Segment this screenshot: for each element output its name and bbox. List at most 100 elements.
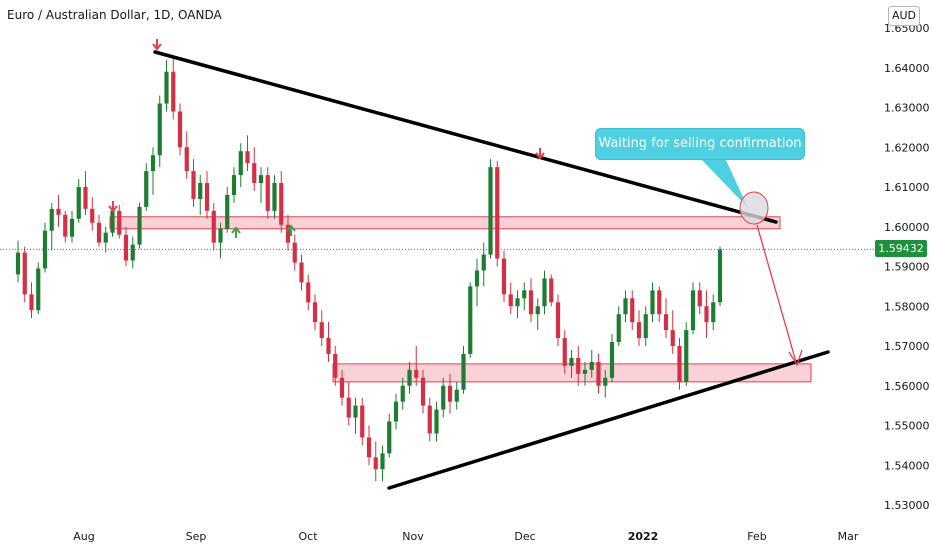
candle-body (292, 242, 297, 263)
candle-body (508, 294, 513, 307)
resistance-zone (109, 216, 781, 230)
candle-body (90, 208, 95, 223)
x-tick-label: Nov (402, 530, 424, 543)
up-arrow-marker (286, 224, 296, 236)
currency-label[interactable]: AUD (888, 6, 920, 26)
candle-body (380, 453, 385, 470)
candle-body (285, 224, 291, 243)
y-tick-label: 1.60000 (884, 221, 930, 234)
candle-body (434, 409, 439, 434)
candle-body (528, 290, 534, 315)
candle-body (231, 175, 237, 195)
candle-body (387, 421, 392, 454)
candle-body (204, 183, 210, 211)
candle-body (427, 405, 432, 434)
y-tick-label: 1.59000 (884, 261, 930, 274)
candle-body (454, 389, 459, 402)
candle-body (360, 405, 365, 438)
candle-body (515, 298, 520, 307)
candle-body (468, 286, 473, 354)
candle-body (258, 175, 264, 184)
candle-body (481, 254, 486, 271)
candle-body (643, 314, 648, 339)
candle-body (171, 71, 176, 112)
candle-body (157, 103, 162, 156)
x-tick-label: Sep (186, 530, 207, 543)
x-tick-label: Aug (73, 530, 94, 543)
up-arrow-marker (231, 226, 241, 238)
candle-body (164, 71, 169, 104)
y-tick-label: 1.57000 (884, 340, 930, 353)
y-tick-label: 1.62000 (884, 141, 930, 154)
time-axis[interactable]: Aug Sep Oct Nov Dec 2022 Feb Mar (73, 530, 859, 543)
annotation-callout[interactable]: Waiting for selling confirmation (595, 128, 805, 160)
candle-body (582, 369, 588, 374)
candle-body (123, 234, 129, 261)
candle-body (218, 228, 223, 243)
candle-body (238, 151, 243, 176)
candle-body (306, 282, 311, 303)
candle-body (22, 252, 27, 295)
upper-trendline (153, 50, 778, 224)
candle-body (393, 401, 399, 422)
candle-body (616, 314, 621, 343)
candle-body (191, 171, 196, 199)
candle-body (562, 338, 567, 366)
candle-body (663, 314, 669, 331)
candle-body (333, 353, 338, 378)
candle-body (56, 208, 61, 215)
projection-arrow-line (756, 224, 797, 363)
candle-body (353, 405, 358, 418)
candle-body (535, 306, 540, 315)
candle-body (299, 262, 304, 283)
price-axis[interactable]: 1.650001.640001.630001.620001.610001.600… (884, 22, 930, 512)
candle-body (49, 208, 54, 231)
candle-body (650, 290, 655, 315)
candle-body (373, 457, 378, 470)
candle-body (420, 377, 426, 406)
x-tick-label: Mar (838, 530, 859, 543)
candle-body (312, 302, 318, 323)
candle-body (684, 330, 689, 382)
candlestick-series (15, 55, 723, 482)
candle-body (549, 278, 554, 303)
candle-body (690, 290, 696, 331)
candle-body (130, 244, 135, 261)
candle-body (589, 361, 594, 370)
y-tick-label: 1.53000 (884, 499, 930, 512)
candle-body (184, 147, 189, 172)
candle-body (717, 249, 723, 303)
highlight-ellipse (739, 191, 769, 225)
candle-body (110, 210, 115, 233)
candle-body (501, 258, 507, 295)
y-tick-label: 1.63000 (884, 102, 930, 115)
candle-body (326, 338, 331, 354)
candle-body (177, 111, 183, 148)
candle-body (407, 369, 412, 386)
candle-body (569, 357, 574, 366)
candle-body (704, 306, 709, 323)
x-tick-label: Feb (747, 530, 766, 543)
candle-body (211, 210, 216, 243)
y-tick-label: 1.54000 (884, 459, 930, 472)
y-tick-label: 1.56000 (884, 380, 930, 393)
candle-body (96, 222, 102, 243)
candle-body (225, 194, 230, 229)
y-tick-label: 1.58000 (884, 300, 930, 313)
candle-body (272, 183, 277, 211)
projection-arrowhead (788, 349, 803, 367)
candle-body (366, 437, 372, 458)
x-tick-label: Oct (298, 530, 318, 543)
lower-trendline (387, 350, 830, 490)
callout-pointer (700, 158, 748, 208)
candle-body (636, 322, 642, 339)
candle-body (447, 385, 453, 402)
candle-body (103, 232, 108, 243)
candle-body (265, 175, 270, 211)
candle-body (596, 361, 601, 386)
x-tick-label: 2022 (628, 530, 659, 543)
y-tick-label: 1.64000 (884, 62, 930, 75)
candle-body (677, 346, 682, 382)
candle-body (495, 167, 500, 259)
